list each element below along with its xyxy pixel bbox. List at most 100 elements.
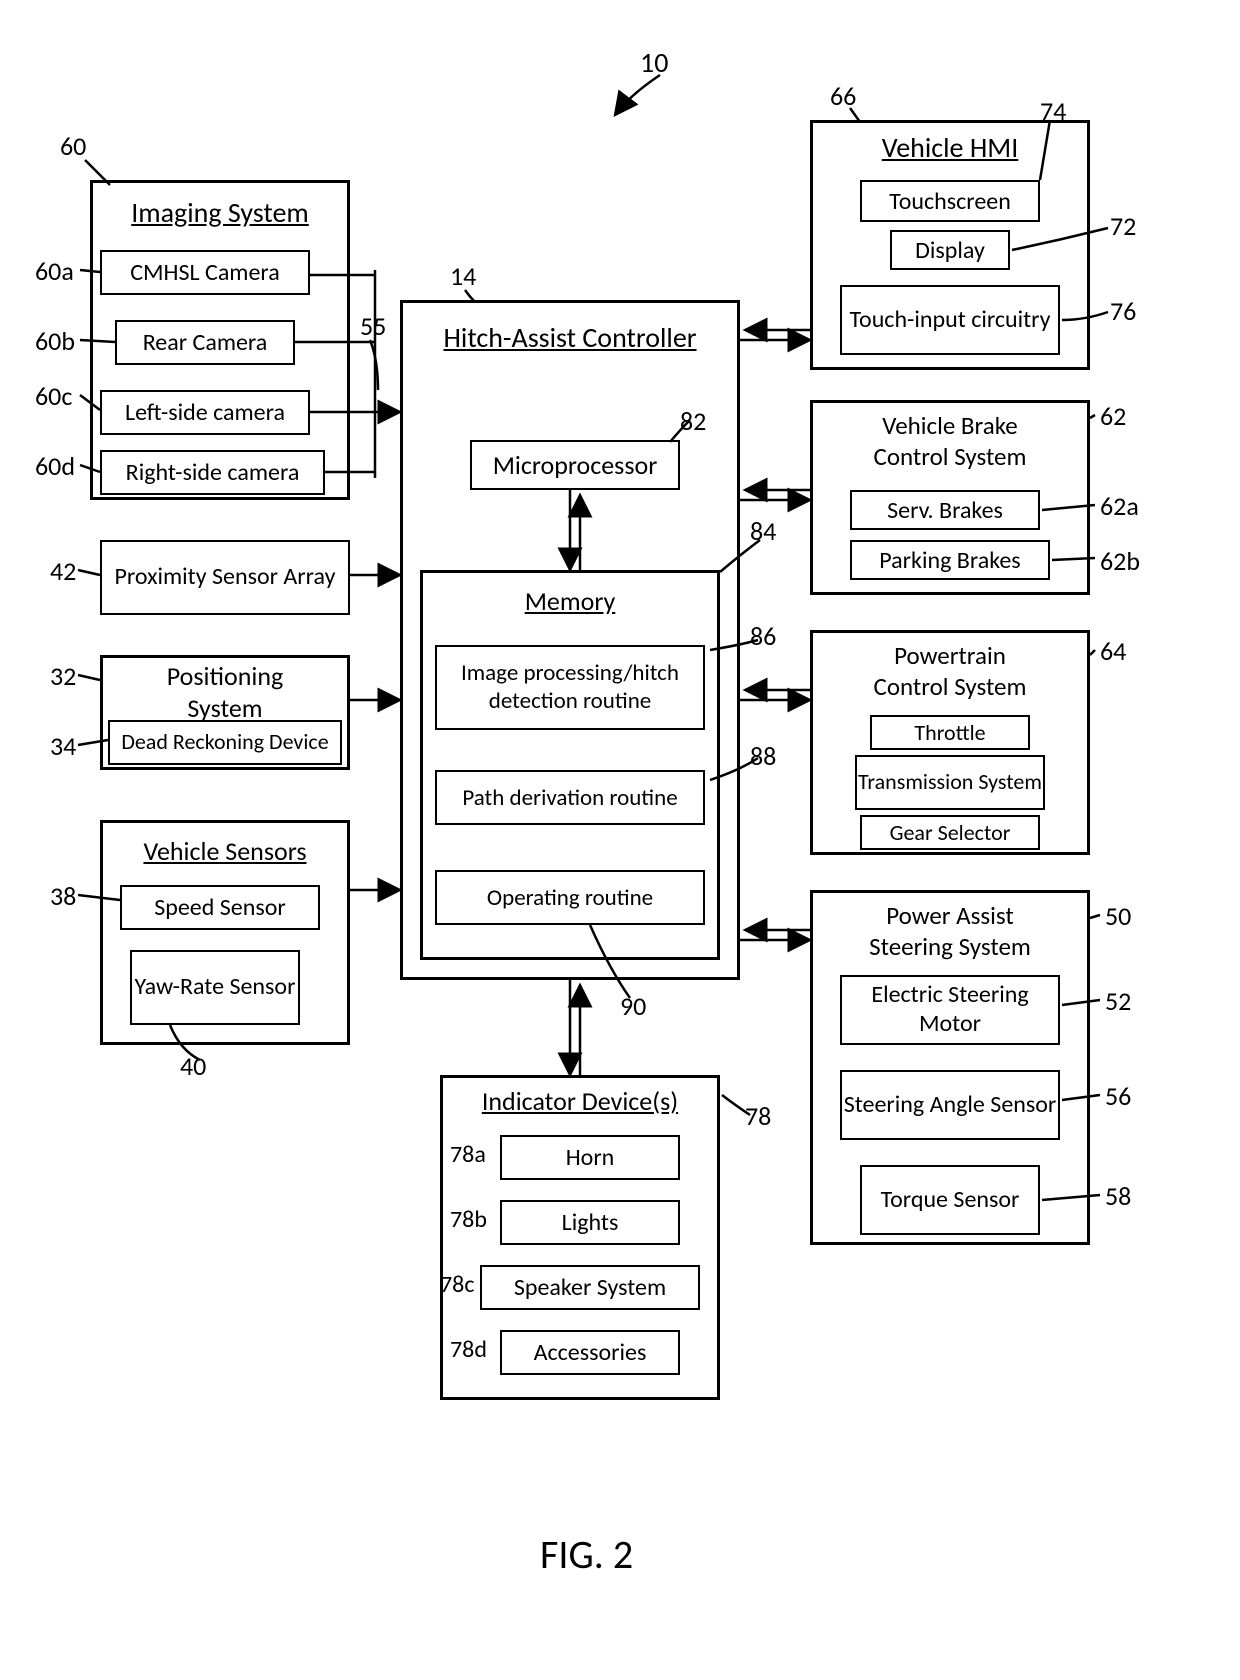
ref-10: 10: [640, 45, 668, 80]
throttle-label: Throttle: [914, 719, 985, 746]
left-camera-label: Left-side camera: [125, 398, 285, 427]
accessories-item: Accessories: [500, 1330, 680, 1375]
dead-reckoning-item: Dead Reckoning Device: [108, 720, 342, 765]
ref-60a: 60a: [35, 255, 74, 287]
ref-78: 78: [745, 1100, 771, 1132]
ref-38: 38: [50, 880, 76, 912]
display-label: Display: [915, 236, 985, 265]
ref-78a: 78a: [450, 1140, 486, 1169]
lights-item: Lights: [500, 1200, 680, 1245]
powertrain-title: PowertrainControl System: [820, 640, 1080, 702]
torque-sensor-label: Torque Sensor: [881, 1186, 1020, 1215]
ref-56: 56: [1105, 1080, 1131, 1112]
ref-78c: 78c: [440, 1270, 474, 1299]
ref-60d: 60d: [35, 450, 75, 482]
speaker-system-item: Speaker System: [480, 1265, 700, 1310]
transmission-label: Transmission System: [858, 770, 1042, 794]
hitch-assist-controller-title: Hitch-Assist Controller: [420, 320, 720, 355]
proximity-sensor-box: Proximity Sensor Array: [100, 540, 350, 615]
image-processing-label: Image processing/hitch detection routine: [437, 660, 703, 715]
steering-angle-sensor-item: Steering Angle Sensor: [840, 1070, 1060, 1140]
ref-14: 14: [450, 260, 476, 292]
serv-brakes-item: Serv. Brakes: [850, 490, 1040, 530]
ref-78b: 78b: [450, 1205, 487, 1234]
ref-72: 72: [1110, 210, 1136, 242]
throttle-item: Throttle: [870, 715, 1030, 750]
lights-label: Lights: [562, 1208, 619, 1237]
image-processing-item: Image processing/hitch detection routine: [435, 645, 705, 730]
yaw-rate-sensor-label: Yaw-Rate Sensor: [135, 973, 296, 1002]
ref-55: 55: [360, 310, 386, 342]
path-derivation-item: Path derivation routine: [435, 770, 705, 825]
microprocessor-label: Microprocessor: [493, 449, 658, 481]
parking-brakes-label: Parking Brakes: [879, 546, 1020, 575]
ref-62a: 62a: [1100, 490, 1139, 522]
steering-title: Power AssistSteering System: [820, 900, 1080, 962]
right-camera-item: Right-side camera: [100, 450, 325, 495]
imaging-system-title: Imaging System: [110, 195, 330, 230]
touchscreen-item: Touchscreen: [860, 180, 1040, 222]
ref-84: 84: [750, 515, 776, 547]
touch-input-circuitry-item: Touch-input circuitry: [840, 285, 1060, 355]
ref-60b: 60b: [35, 325, 75, 357]
ref-66: 66: [830, 80, 856, 112]
dead-reckoning-label: Dead Reckoning Device: [121, 730, 328, 754]
ref-50: 50: [1105, 900, 1131, 932]
vehicle-hmi-title: Vehicle HMI: [820, 130, 1080, 165]
rear-camera-item: Rear Camera: [115, 320, 295, 365]
ref-32: 32: [50, 660, 76, 692]
ref-90: 90: [620, 990, 646, 1022]
operating-routine-label: Operating routine: [487, 884, 653, 912]
microprocessor-item: Microprocessor: [470, 440, 680, 490]
gear-selector-item: Gear Selector: [860, 815, 1040, 850]
yaw-rate-sensor-item: Yaw-Rate Sensor: [130, 950, 300, 1025]
ref-86: 86: [750, 620, 776, 652]
ref-52: 52: [1105, 985, 1131, 1017]
ref-64: 64: [1100, 635, 1126, 667]
figure-label: FIG. 2: [540, 1530, 633, 1579]
path-derivation-label: Path derivation routine: [462, 784, 677, 812]
ref-62b: 62b: [1100, 545, 1140, 577]
brake-control-title: Vehicle BrakeControl System: [820, 410, 1080, 472]
ref-74: 74: [1040, 95, 1066, 127]
speaker-system-label: Speaker System: [514, 1273, 666, 1302]
accessories-label: Accessories: [534, 1338, 647, 1367]
horn-item: Horn: [500, 1135, 680, 1180]
rear-camera-label: Rear Camera: [143, 328, 268, 357]
indicator-devices-title: Indicator Device(s): [450, 1085, 710, 1117]
left-camera-item: Left-side camera: [100, 390, 310, 435]
gear-selector-label: Gear Selector: [890, 819, 1011, 846]
ref-76: 76: [1110, 295, 1136, 327]
ref-40: 40: [180, 1050, 206, 1082]
ref-34: 34: [50, 730, 76, 762]
positioning-system-title: PositioningSystem: [110, 660, 340, 724]
ref-60c: 60c: [35, 380, 72, 412]
electric-steering-motor-item: Electric Steering Motor: [840, 975, 1060, 1045]
ref-82: 82: [680, 405, 706, 437]
right-camera-label: Right-side camera: [126, 458, 300, 487]
memory-title: Memory: [420, 585, 720, 617]
operating-routine-item: Operating routine: [435, 870, 705, 925]
speed-sensor-label: Speed Sensor: [154, 893, 286, 922]
cmhsl-camera-item: CMHSL Camera: [100, 250, 310, 295]
ref-88: 88: [750, 740, 776, 772]
transmission-item: Transmission System: [855, 755, 1045, 810]
speed-sensor-item: Speed Sensor: [120, 885, 320, 930]
proximity-sensor-label: Proximity Sensor Array: [115, 563, 336, 592]
cmhsl-camera-label: CMHSL Camera: [130, 258, 280, 287]
ref-60: 60: [60, 130, 86, 162]
vehicle-sensors-title: Vehicle Sensors: [110, 835, 340, 867]
ref-62: 62: [1100, 400, 1126, 432]
ref-58: 58: [1105, 1180, 1131, 1212]
parking-brakes-item: Parking Brakes: [850, 540, 1050, 580]
touch-input-circuitry-label: Touch-input circuitry: [849, 306, 1050, 335]
electric-steering-motor-label: Electric Steering Motor: [842, 981, 1058, 1039]
serv-brakes-label: Serv. Brakes: [887, 496, 1003, 525]
display-item: Display: [890, 230, 1010, 270]
touchscreen-label: Touchscreen: [889, 187, 1011, 216]
steering-angle-sensor-label: Steering Angle Sensor: [844, 1091, 1057, 1120]
torque-sensor-item: Torque Sensor: [860, 1165, 1040, 1235]
ref-42: 42: [50, 555, 76, 587]
ref-78d: 78d: [450, 1335, 487, 1364]
horn-label: Horn: [566, 1143, 615, 1172]
